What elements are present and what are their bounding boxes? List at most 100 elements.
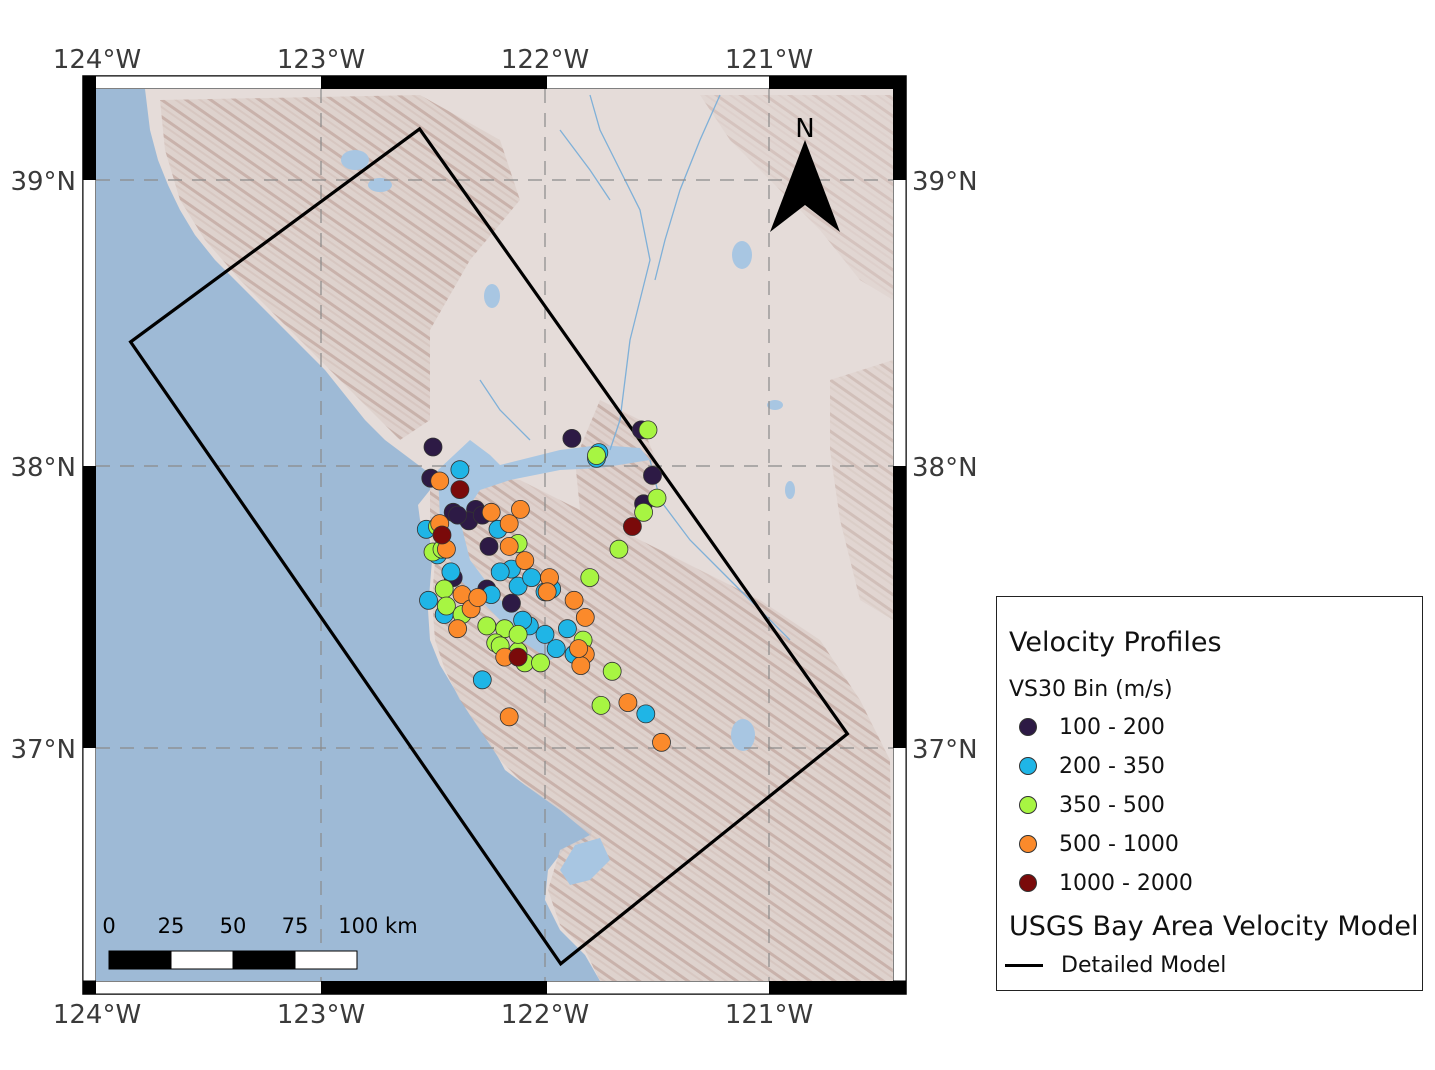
profile-point-bin-3-23 (508, 625, 528, 644)
legend-item-bin-3: 350 - 500 (1019, 790, 1165, 820)
profile-point-bin-2-8 (508, 576, 528, 596)
top-tick-124w: 124°W (53, 45, 141, 75)
right-tick-38n: 38°N (912, 453, 978, 483)
north-label: N (795, 114, 814, 144)
north-arrow: N (770, 114, 840, 232)
profile-point-bin-3-5 (477, 616, 497, 636)
profile-point-bin-4-8 (515, 551, 535, 570)
profile-point-bin-2-14 (558, 619, 577, 639)
top-tick-labels: 124°W 123°W 122°W 121°W (53, 45, 813, 75)
profile-point-bin-3-2 (434, 579, 454, 599)
profile-point-bin-5-1 (450, 480, 470, 500)
profile-point-bin-2-5 (419, 590, 438, 610)
bottom-tick-123w: 123°W (277, 1000, 365, 1030)
scale-label-0: 0 (102, 914, 115, 938)
legend-title: Velocity Profiles (1009, 627, 1222, 658)
profile-point-bin-4-12 (575, 608, 595, 627)
legend-label-bin-2: 200 - 350 (1059, 753, 1165, 779)
profile-point-bin-3-10 (531, 653, 550, 673)
legend-item-detailed-model: Detailed Model (1005, 953, 1226, 978)
profile-point-bin-1-14 (448, 505, 468, 525)
scale-label-50: 50 (220, 914, 247, 938)
legend-item-bin-4: 500 - 1000 (1019, 829, 1179, 859)
profile-point-bin-2-20 (636, 704, 656, 724)
profile-point-bin-1-9 (501, 593, 521, 613)
legend-label-bin-4: 500 - 1000 (1059, 831, 1179, 857)
left-tick-39n: 39°N (10, 167, 76, 197)
profile-point-bin-4-10 (537, 582, 557, 602)
legend-dot-bin-5 (1019, 874, 1037, 892)
top-tick-121w: 121°W (725, 45, 813, 75)
profile-point-bin-3-15 (591, 696, 611, 715)
profile-point-bin-1-12 (643, 465, 662, 485)
right-tick-labels: 39°N 38°N 37°N (912, 167, 978, 765)
legend-line-swatch (1005, 964, 1043, 967)
profile-point-bin-2-11 (535, 625, 555, 644)
bottom-tick-labels: 124°W 123°W 122°W 121°W (53, 1000, 813, 1030)
scale-label-25: 25 (158, 914, 185, 938)
profile-point-bin-4-6 (511, 499, 530, 519)
top-tick-122w: 122°W (501, 45, 589, 75)
legend-dot-bin-3 (1019, 796, 1037, 814)
profile-point-bin-3-19 (638, 420, 658, 440)
profile-point-bin-4-15 (448, 619, 468, 639)
scale-bar: 0 25 50 75 100 km (102, 914, 418, 970)
profile-point-bin-3-16 (609, 539, 629, 559)
scale-label-100: 100 km (338, 914, 417, 938)
scale-label-75: 75 (282, 914, 309, 938)
profile-point-bin-4-18 (571, 656, 591, 675)
profile-point-bin-1-6 (479, 537, 499, 556)
profile-point-bin-2-23 (522, 568, 541, 587)
legend-label-bin-3: 350 - 500 (1059, 792, 1165, 818)
profile-point-bin-4-21 (499, 707, 519, 727)
profile-point-bin-5-2 (432, 525, 452, 545)
legend-item-bin-2: 200 - 350 (1019, 751, 1165, 781)
legend-subtitle: VS30 Bin (m/s) (1009, 677, 1173, 702)
profile-point-bin-2-22 (490, 562, 510, 582)
top-tick-123w: 123°W (277, 45, 365, 75)
right-tick-39n: 39°N (912, 167, 978, 197)
velocity-profile-points (416, 420, 671, 752)
profile-point-bin-3-14 (602, 661, 622, 681)
profile-point-bin-3-12 (580, 568, 600, 587)
legend-item-bin-1: 100 - 200 (1019, 712, 1165, 742)
legend-label-bin-5: 1000 - 2000 (1059, 870, 1193, 896)
legend-model-title: USGS Bay Area Velocity Model (1009, 911, 1419, 942)
detailed-model-outline (128, 126, 850, 967)
graticule (96, 89, 893, 981)
profile-point-bin-2-1 (450, 460, 470, 480)
profile-point-bin-3-17 (634, 502, 653, 522)
profile-point-bin-4-1 (430, 471, 450, 491)
profile-point-bin-1-1 (423, 437, 443, 457)
profile-point-bin-4-20 (652, 732, 671, 752)
bottom-tick-121w: 121°W (725, 1000, 813, 1030)
right-tick-37n: 37°N (912, 735, 978, 765)
profile-point-bin-4-4 (481, 502, 501, 522)
bottom-tick-122w: 122°W (501, 1000, 589, 1030)
profile-point-bin-3-18 (647, 488, 667, 508)
legend: Velocity Profiles VS30 Bin (m/s) 100 - 2… (996, 596, 1423, 991)
profile-point-bin-2-12 (546, 639, 566, 658)
profile-point-bin-5-4 (623, 517, 642, 536)
profile-point-bin-4-23 (468, 588, 488, 607)
profile-point-bin-4-19 (618, 693, 638, 712)
bottom-tick-124w: 124°W (53, 1000, 141, 1030)
left-tick-labels: 39°N 38°N 37°N (10, 167, 76, 765)
legend-dot-bin-4 (1019, 835, 1037, 853)
profile-point-bin-2-4 (441, 562, 461, 582)
profile-point-bin-4-11 (564, 590, 584, 610)
profile-point-bin-1-10 (562, 428, 582, 448)
left-tick-37n: 37°N (10, 735, 76, 765)
profile-point-bin-3-20 (587, 446, 606, 465)
legend-detailed-model-label: Detailed Model (1061, 953, 1227, 978)
left-tick-38n: 38°N (10, 453, 76, 483)
profile-point-bin-4-5 (499, 514, 519, 533)
legend-item-bin-5: 1000 - 2000 (1019, 868, 1193, 898)
profile-point-bin-3-3 (436, 596, 456, 616)
legend-dot-bin-1 (1019, 718, 1037, 736)
profile-point-bin-2-19 (472, 670, 492, 690)
profile-point-bin-5-3 (508, 647, 528, 667)
profile-point-bin-4-7 (499, 537, 519, 556)
legend-label-bin-1: 100 - 200 (1059, 714, 1165, 740)
